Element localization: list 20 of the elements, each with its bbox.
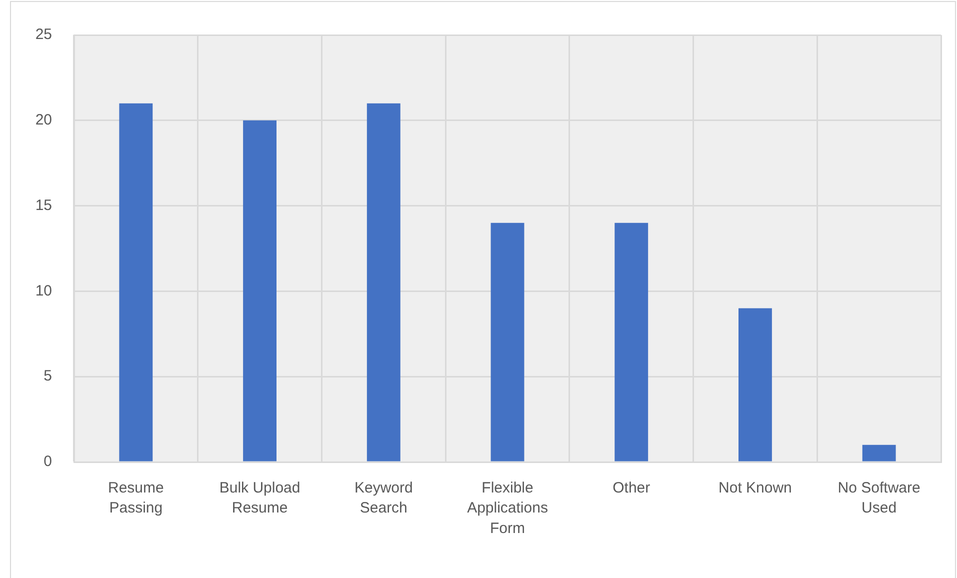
x-tick-label: Keyword Search [354, 479, 413, 517]
y-tick-label: 20 [35, 112, 52, 129]
bar [614, 222, 648, 462]
y-tick-label: 5 [44, 368, 52, 385]
x-tick-label: Other [612, 479, 650, 496]
x-tick-label: Bulk Upload Resume [219, 479, 300, 517]
y-tick-label: 10 [35, 282, 52, 300]
x-tick-label: No Software Used [838, 479, 920, 517]
x-tick-label: Flexible Applications Form [467, 479, 548, 537]
y-tick-label: 15 [35, 196, 52, 214]
bar [243, 120, 277, 462]
bar [366, 103, 400, 462]
bar [862, 444, 896, 462]
bar [119, 103, 153, 462]
y-tick-label: 25 [35, 26, 52, 44]
y-tick-label: 0 [44, 453, 52, 470]
bar [738, 308, 772, 462]
bar [490, 222, 524, 462]
x-tick-label: Resume Passing [108, 479, 164, 517]
x-tick-label: Not Known [718, 479, 792, 496]
